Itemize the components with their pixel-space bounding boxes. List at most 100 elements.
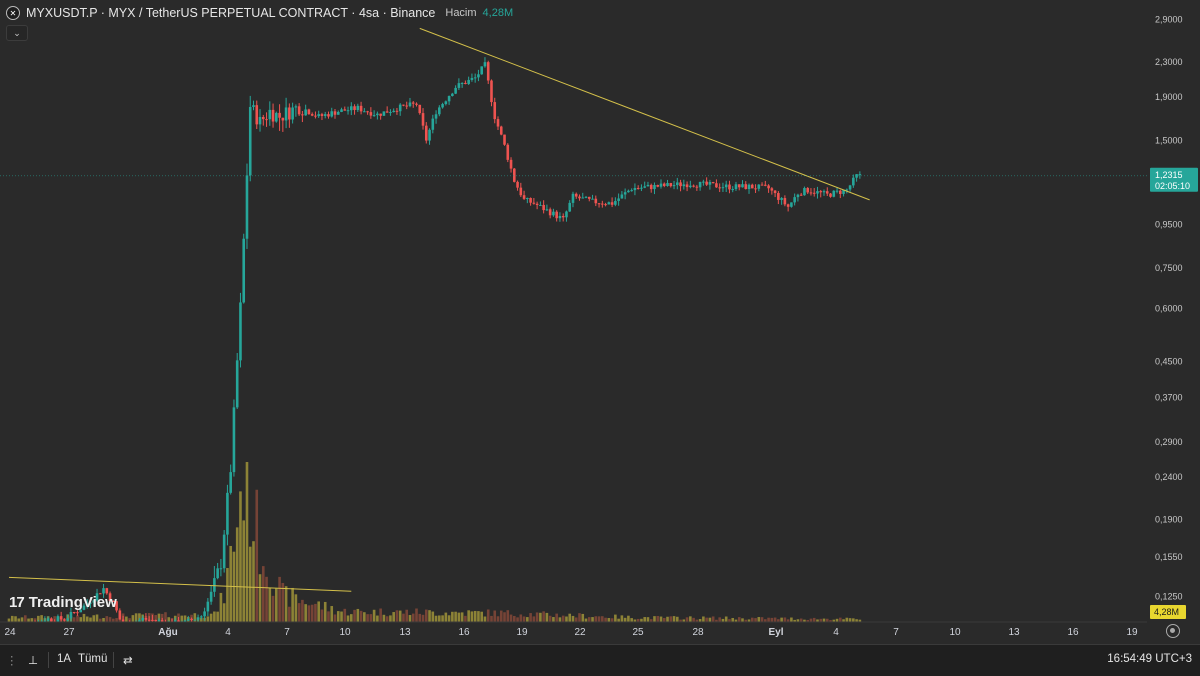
volume-bar [630,618,633,622]
volume-bar [98,618,102,622]
volume-bar [561,615,565,622]
volume-bar [353,609,356,622]
candle-body [343,109,347,111]
candle-body [85,603,89,606]
date-range-icon[interactable]: ⊥ [28,655,39,667]
volume-bar [460,612,464,622]
x-tick-label: 10 [949,627,961,638]
x-tick-label: Ağu [158,627,177,638]
volume-bar [431,611,435,622]
volume-bar [242,520,246,622]
candle-body [428,129,431,141]
drag-handle-icon[interactable]: ⋮ [6,655,18,667]
candle-body [307,109,311,115]
symbol-title[interactable]: MYXUSDT.P · MYX / TetherUS PERPETUAL CON… [26,6,436,20]
volume-bar [780,617,783,622]
candle-body [56,616,60,622]
candle-body [389,112,392,114]
volume-bar [164,612,167,622]
volume-bar [271,595,275,622]
candle-body [219,568,223,570]
candle-body [43,620,47,622]
candle-body [539,204,542,206]
candle-body [301,114,304,116]
volume-bar [248,546,252,622]
volume-bar [790,617,793,622]
candle-body [486,62,490,81]
volume-bar [535,612,539,622]
range-1a-button[interactable]: 1A [57,653,72,665]
price-axis[interactable] [1147,0,1200,622]
candle-body [340,109,343,112]
volume-bar [672,616,676,622]
volume-bar [258,574,262,622]
volume-bar [340,611,343,622]
candle-body [708,182,712,185]
candle-body [842,189,845,194]
time-axis[interactable] [0,622,1200,644]
candle-body [457,83,461,88]
volume-bar [288,606,291,622]
candle-body [314,115,317,117]
candle-body [470,77,474,80]
range-all-button[interactable]: Tümü [78,653,108,665]
candle-body [744,184,748,189]
volume-bar [503,612,506,622]
volume-bar [275,588,278,622]
candle-body [848,185,852,190]
candle-body [519,187,523,196]
candle-body [852,177,855,186]
candle-body [112,600,115,602]
volume-bar [37,615,40,622]
candle-body [747,184,751,189]
volume-bar [653,616,656,622]
volume-bar [581,613,585,622]
volume-bar [552,617,555,622]
candle-body [242,238,246,303]
candle-body [291,107,294,120]
myx-coin-icon[interactable]: ✕ [6,6,20,20]
candle-body [232,407,236,473]
collapse-legend-button[interactable]: ⌄ [6,25,28,41]
volume-bar [209,613,213,622]
candle-body [581,197,585,199]
volume-bar [82,613,86,622]
volume-bar [424,609,428,622]
volume-bar [698,619,702,622]
candle-body [568,202,572,212]
volume-bar [363,612,366,622]
candle-body [297,106,301,115]
candle-body [832,190,836,197]
volume-bar [545,612,549,622]
volume-bar [747,619,751,622]
candle-body [548,209,552,216]
clock-timezone[interactable]: 16:54:49 UTC+3 [1107,653,1192,665]
volume-bar [803,619,806,622]
y-tick-label: 1,5000 [1155,136,1183,146]
volume-bar [816,619,819,622]
volume-bar [408,615,412,622]
volume-bar [102,617,105,622]
volume-bar [568,613,572,622]
axis-settings-icon[interactable] [1166,624,1180,638]
trendline[interactable] [8,576,352,592]
volume-bar [193,613,197,622]
candle-body [151,619,154,621]
candle-body [845,189,849,191]
goto-date-icon[interactable]: ⇄ [123,655,133,667]
candle-body [467,79,470,84]
candle-body [506,144,510,160]
tradingview-logo-icon: 17 [9,594,25,611]
volume-bar [33,618,37,622]
trendline[interactable] [419,27,870,201]
candle-body [438,107,441,115]
volume-bar [522,616,526,622]
candle-body [105,588,109,594]
candle-body [640,187,643,189]
volume-bar [483,616,487,622]
chart-canvas[interactable]: 9,50007,50006,00004,50003,70002,90002,30… [0,0,1200,644]
candle-body [245,175,249,239]
candle-body [623,192,627,195]
candle-body [522,195,526,199]
volume-bar [464,615,467,622]
